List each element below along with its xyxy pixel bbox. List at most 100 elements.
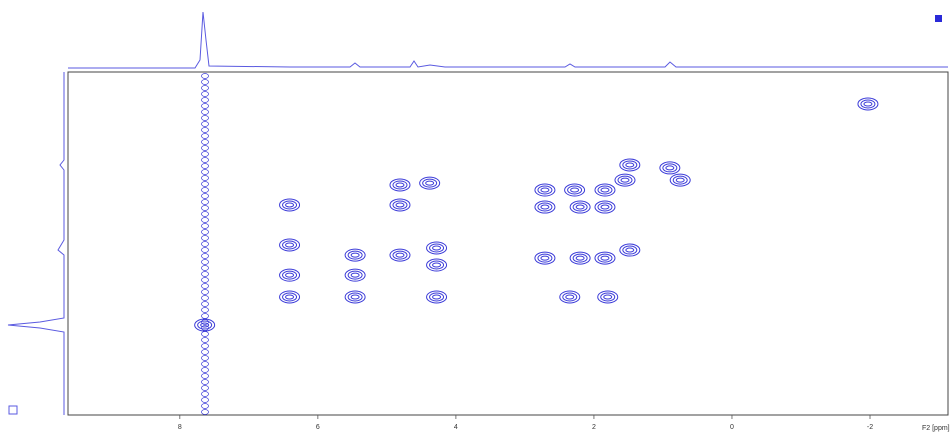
- contour: [619, 243, 641, 257]
- streak-contour: [201, 133, 209, 139]
- contour: [426, 290, 448, 304]
- streak-contour: [201, 361, 209, 367]
- contour: [540, 187, 550, 193]
- streak-contour: [201, 391, 209, 397]
- contour: [426, 241, 448, 255]
- peak: [569, 200, 591, 214]
- streak-contour: [201, 289, 209, 295]
- streak-contour: [201, 91, 209, 97]
- color-marker[interactable]: [935, 15, 942, 22]
- contour: [392, 180, 408, 190]
- contour: [594, 183, 616, 197]
- streak-contour: [201, 127, 209, 133]
- contour: [625, 247, 635, 253]
- contour: [432, 262, 442, 268]
- peak: [534, 200, 556, 214]
- contour: [572, 253, 588, 263]
- peak: [389, 178, 411, 192]
- streak-contour: [201, 187, 209, 193]
- contour: [282, 270, 298, 280]
- contour: [620, 177, 630, 183]
- x-axis-label: F2 [ppm]: [922, 425, 950, 432]
- contour: [347, 292, 363, 302]
- contour: [857, 97, 879, 111]
- streak-contour: [201, 271, 209, 277]
- contour: [389, 198, 411, 212]
- peak: [426, 241, 448, 255]
- peak: [594, 183, 616, 197]
- peak: [569, 251, 591, 265]
- contour: [569, 251, 591, 265]
- streak-contour: [201, 397, 209, 403]
- streak-contour: [201, 121, 209, 127]
- streak-contour: [201, 247, 209, 253]
- streak-contour: [201, 85, 209, 91]
- contour: [672, 175, 688, 185]
- streak-contour: [201, 139, 209, 145]
- contour: [534, 251, 556, 265]
- contour: [625, 162, 635, 168]
- contour: [279, 268, 301, 282]
- peak: [426, 290, 448, 304]
- contour: [279, 198, 301, 212]
- contour: [562, 292, 578, 302]
- contour: [537, 253, 553, 263]
- contour: [282, 240, 298, 250]
- streak-contour: [201, 205, 209, 211]
- contour: [570, 187, 580, 193]
- contour: [534, 183, 556, 197]
- contour: [350, 252, 360, 258]
- contour: [282, 200, 298, 210]
- streak-contour: [201, 241, 209, 247]
- contour: [575, 255, 585, 261]
- streak-contour: [201, 385, 209, 391]
- streak-contour: [201, 163, 209, 169]
- contour: [603, 294, 613, 300]
- streak-contour: [201, 235, 209, 241]
- contour: [597, 185, 613, 195]
- contour: [565, 294, 575, 300]
- peak: [194, 318, 216, 332]
- contour: [347, 270, 363, 280]
- peak: [614, 173, 636, 187]
- streak-contour: [201, 199, 209, 205]
- streak-contour: [201, 217, 209, 223]
- x-tick-label: -2: [867, 424, 873, 431]
- streak-contour: [201, 349, 209, 355]
- streak-contour: [201, 367, 209, 373]
- f2-projection: [68, 11, 948, 69]
- contour: [389, 178, 411, 192]
- streak-contour: [201, 409, 209, 415]
- contour: [285, 294, 295, 300]
- peak: [344, 290, 366, 304]
- peak: [857, 97, 879, 111]
- contour: [200, 322, 210, 328]
- toggle-box[interactable]: [8, 405, 18, 415]
- streak-contour: [201, 79, 209, 85]
- x-tick-label: 4: [454, 424, 458, 431]
- streak-contour: [201, 259, 209, 265]
- streak-contour: [201, 169, 209, 175]
- peak: [279, 238, 301, 252]
- peak: [534, 183, 556, 197]
- contour: [285, 202, 295, 208]
- streak-contour: [201, 313, 209, 319]
- peak: [619, 243, 641, 257]
- streak-contour: [201, 175, 209, 181]
- contour: [600, 255, 610, 261]
- contour: [534, 200, 556, 214]
- peak: [279, 290, 301, 304]
- streak-contour: [201, 151, 209, 157]
- peak: [534, 251, 556, 265]
- peak: [559, 290, 581, 304]
- contour: [600, 292, 616, 302]
- peak: [564, 183, 586, 197]
- peak: [344, 268, 366, 282]
- contour: [344, 290, 366, 304]
- peak: [594, 251, 616, 265]
- streak-contour: [201, 157, 209, 163]
- streak-contour: [201, 109, 209, 115]
- contour: [285, 272, 295, 278]
- contour: [279, 290, 301, 304]
- streak-contour: [201, 379, 209, 385]
